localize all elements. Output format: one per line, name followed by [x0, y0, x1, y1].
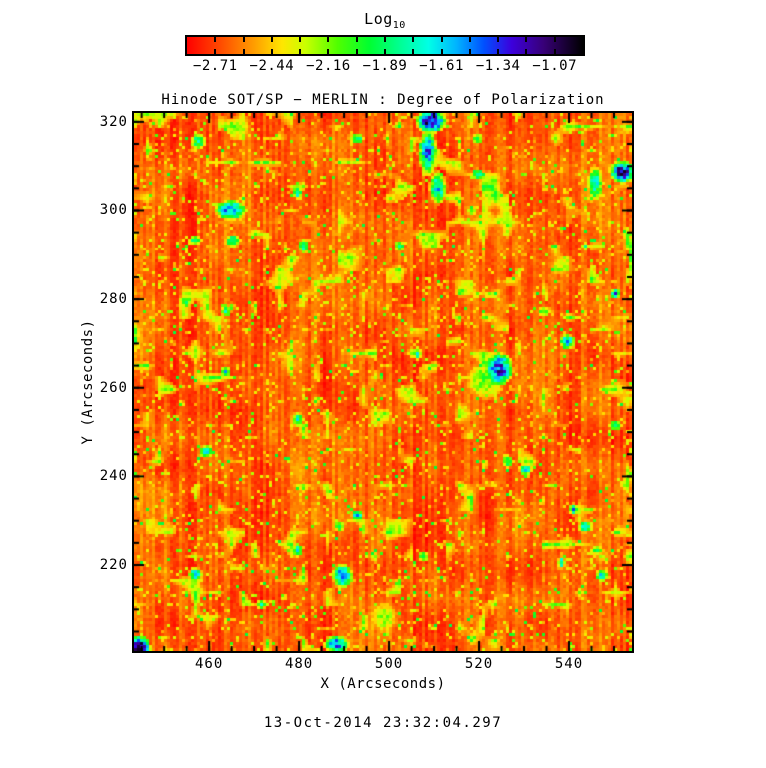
colorbar-tick: [270, 49, 273, 54]
colorbar-tick: [214, 37, 217, 42]
colorbar-tick: [214, 49, 217, 54]
colorbar-tick: [355, 49, 358, 54]
y-tick-label: 300: [99, 202, 128, 219]
colorbar-tick: [412, 49, 415, 54]
colorbar-tick-label: −1.89: [362, 58, 408, 74]
x-axis-tick-labels: 460 480 500 520 540: [0, 656, 766, 674]
colorbar: [185, 35, 585, 56]
colorbar-tick: [355, 37, 358, 42]
colorbar-title-subscript: 10: [392, 20, 406, 31]
colorbar-tick: [468, 37, 471, 42]
colorbar-tick: [412, 37, 415, 42]
colorbar-tick: [327, 49, 330, 54]
colorbar-tick: [242, 49, 245, 54]
y-axis-tick-labels: 220 240 260 280 300 320: [0, 0, 128, 768]
colorbar-tick: [299, 37, 302, 42]
y-axis-title: Y (Arcseconds): [80, 319, 96, 445]
colorbar-tick-label: −1.61: [419, 58, 464, 74]
plot-frame: [132, 111, 634, 653]
colorbar-tick: [440, 37, 443, 42]
colorbar-tick: [497, 49, 500, 54]
x-axis-title: X (Arcseconds): [320, 676, 446, 692]
colorbar-tick: [525, 49, 528, 54]
colorbar-tick: [384, 49, 386, 54]
colorbar-tick: [270, 37, 273, 42]
colorbar-tick: [497, 37, 500, 42]
colorbar-tick-label: −2.16: [306, 58, 351, 74]
colorbar-tick-label: −1.07: [532, 58, 578, 74]
colorbar-tick-labels: −2.71 −2.44 −2.16 −1.89 −1.61 −1.34 −1.07: [187, 58, 583, 76]
y-tick-label: 280: [99, 291, 128, 308]
y-tick-label: 320: [99, 113, 128, 130]
colorbar-tick: [440, 49, 443, 54]
x-tick-label: 540: [554, 656, 584, 672]
colorbar-tick-label: −2.71: [192, 58, 238, 74]
colorbar-tick: [299, 49, 302, 54]
x-tick-label: 460: [194, 656, 224, 672]
colorbar-tick-label: −1.34: [475, 58, 521, 74]
y-tick-label: 220: [99, 557, 128, 574]
y-tick-label: 240: [99, 468, 128, 485]
x-tick-label: 480: [284, 656, 314, 672]
colorbar-tick: [327, 37, 330, 42]
plot-title: Hinode SOT/SP − MERLIN : Degree of Polar…: [161, 92, 605, 108]
x-tick-label: 500: [374, 656, 404, 672]
colorbar-tick: [242, 37, 245, 42]
colorbar-tick: [553, 37, 556, 42]
x-tick-label: 520: [464, 656, 494, 672]
y-tick-label: 260: [99, 379, 128, 396]
colorbar-title-text: Log: [364, 10, 393, 28]
colorbar-title: Log10: [364, 10, 406, 31]
colorbar-tick: [468, 49, 471, 54]
colorbar-tick: [525, 37, 528, 42]
colorbar-tick: [553, 49, 556, 54]
colorbar-tick: [384, 37, 386, 42]
timestamp: 13-Oct-2014 23:32:04.297: [263, 715, 503, 731]
colorbar-tick-label: −2.44: [249, 58, 295, 74]
polarization-heatmap: [134, 113, 632, 651]
